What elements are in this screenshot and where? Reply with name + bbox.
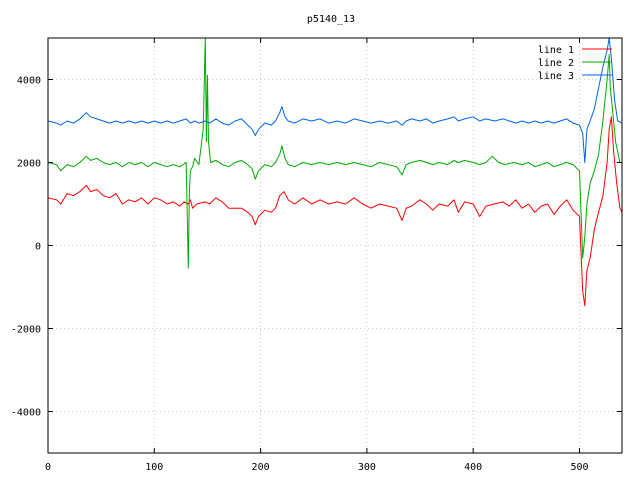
y-tick-label: 2000 xyxy=(17,159,41,170)
series-line-3 xyxy=(48,38,622,163)
plot-area-frame xyxy=(47,37,623,454)
x-tick-label: 500 xyxy=(570,462,588,473)
x-tick-label: 100 xyxy=(145,462,163,473)
grid-lines xyxy=(48,38,622,453)
legend-label-1: line 1 xyxy=(538,45,574,56)
x-tick-label: 300 xyxy=(358,462,376,473)
series-line-2 xyxy=(48,38,622,269)
legend-label-2: line 2 xyxy=(538,58,574,69)
x-tick-label: 200 xyxy=(252,462,270,473)
legend-label-3: line 3 xyxy=(538,71,574,82)
x-tick-label: 0 xyxy=(45,462,51,473)
x-tick-label: 400 xyxy=(464,462,482,473)
axis-ticks: 0 100 200 300 400 500 -4000 -2000 0 2000 4000 xyxy=(11,38,622,473)
y-tick-label: 4000 xyxy=(17,76,41,87)
y-tick-label: 0 xyxy=(35,242,41,253)
series-lines xyxy=(48,38,622,307)
y-tick-label: -4000 xyxy=(11,408,41,419)
y-tick-label: -2000 xyxy=(11,325,41,336)
legend: line 1 line 2 line 3 xyxy=(538,45,612,82)
series-line-1 xyxy=(48,116,622,307)
chart-title: p5140_13 xyxy=(307,14,355,25)
